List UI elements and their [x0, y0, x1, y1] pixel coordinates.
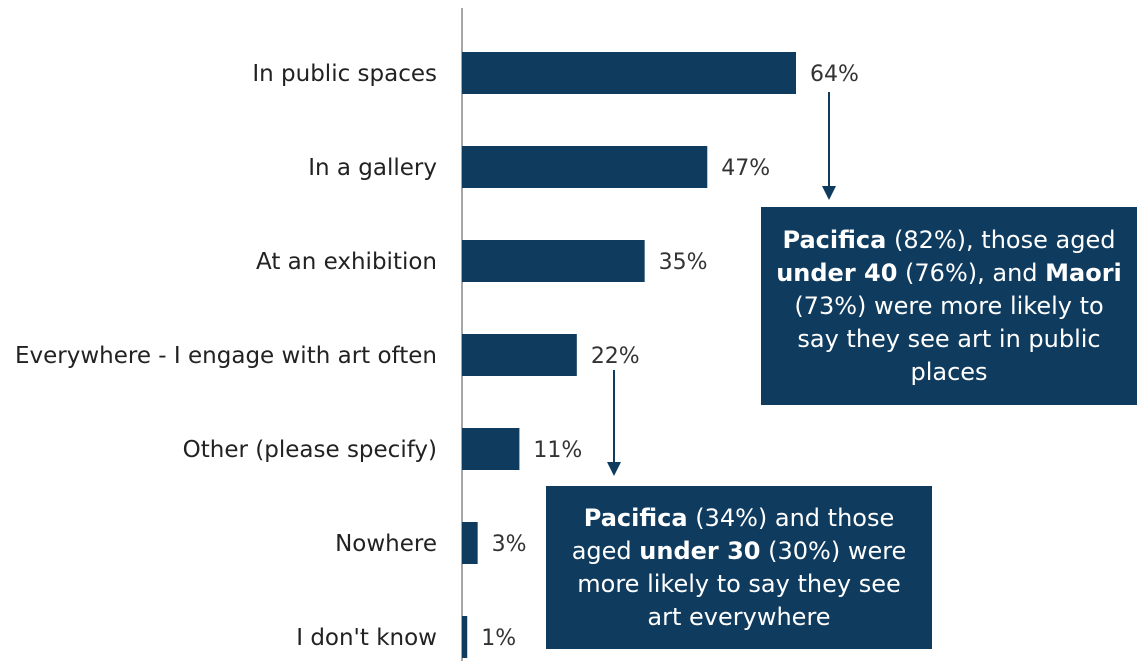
category-label-in-a-gallery: In a gallery [308, 155, 437, 181]
arrows-layer [607, 92, 836, 476]
value-label-in-a-gallery: 47% [721, 156, 770, 181]
category-label-nowhere: Nowhere [335, 531, 437, 557]
callout-public-text: Pacifica (82%), those aged under 40 (76%… [776, 225, 1122, 386]
value-label-in-public-spaces: 64% [810, 62, 859, 87]
callout-public-spaces: Pacifica (82%), those aged under 40 (76%… [761, 207, 1137, 405]
bar-everywhere-i-engage-with-art-often [462, 334, 577, 376]
callout-everywhere-text: Pacifica (34%) and those aged under 30 (… [571, 503, 907, 631]
category-label-in-public-spaces: In public spaces [252, 61, 437, 87]
value-label-i-don-t-know: 1% [481, 626, 516, 651]
bar-at-an-exhibition [462, 240, 645, 282]
category-label-other-please-specify: Other (please specify) [183, 437, 437, 463]
value-label-other-please-specify: 11% [533, 438, 582, 463]
value-label-everywhere-i-engage-with-art-often: 22% [591, 344, 640, 369]
bar-in-public-spaces [462, 52, 796, 94]
bar-i-don-t-know [462, 616, 468, 658]
category-label-at-an-exhibition: At an exhibition [256, 249, 437, 275]
category-label-i-don-t-know: I don't know [296, 625, 437, 651]
bar-nowhere [462, 522, 478, 564]
value-label-nowhere: 3% [492, 532, 527, 557]
callout-everywhere: Pacifica (34%) and those aged under 30 (… [546, 486, 932, 649]
value-label-at-an-exhibition: 35% [659, 250, 708, 275]
bars-layer: In public spaces 64% In a gallery 47% At an … [15, 52, 859, 658]
callout-public-arrow-head [822, 186, 836, 200]
callout-everywhere-arrow-head [607, 462, 621, 476]
bar-other-please-specify [462, 428, 520, 470]
category-label-everywhere-i-engage-with-art-often: Everywhere - I engage with art often [15, 343, 437, 369]
bar-in-a-gallery [462, 146, 708, 188]
